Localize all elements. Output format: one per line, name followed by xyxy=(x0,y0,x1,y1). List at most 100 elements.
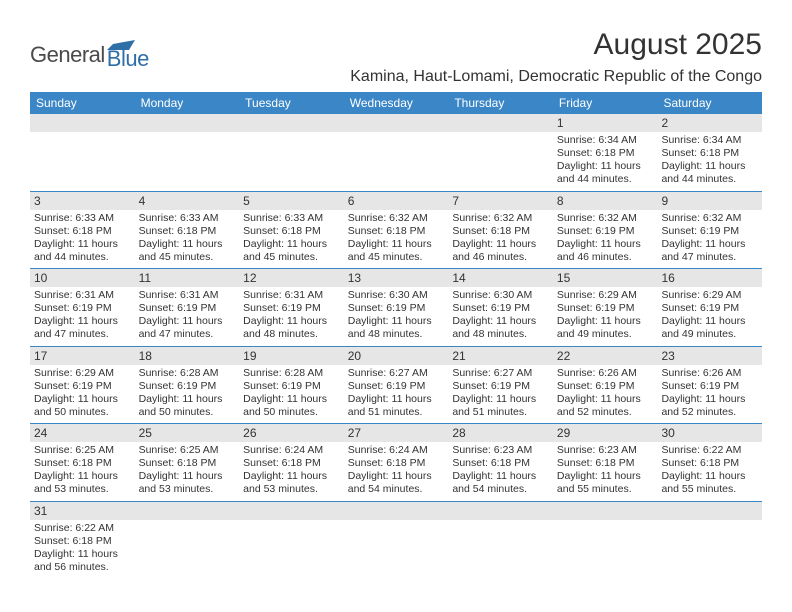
day-number: 17 xyxy=(30,347,135,365)
day-cell: 18Sunrise: 6:28 AMSunset: 6:19 PMDayligh… xyxy=(135,347,240,424)
day-body: Sunrise: 6:33 AMSunset: 6:18 PMDaylight:… xyxy=(30,210,135,269)
daylight-line2: and 52 minutes. xyxy=(661,406,758,419)
daylight-line1: Daylight: 11 hours xyxy=(243,470,340,483)
day-body: Sunrise: 6:28 AMSunset: 6:19 PMDaylight:… xyxy=(239,365,344,424)
sunrise-text: Sunrise: 6:23 AM xyxy=(557,444,654,457)
day-cell: 2Sunrise: 6:34 AMSunset: 6:18 PMDaylight… xyxy=(657,114,762,191)
day-body: Sunrise: 6:34 AMSunset: 6:18 PMDaylight:… xyxy=(553,132,658,191)
day-cell: 23Sunrise: 6:26 AMSunset: 6:19 PMDayligh… xyxy=(657,347,762,424)
sunrise-text: Sunrise: 6:31 AM xyxy=(243,289,340,302)
sunrise-text: Sunrise: 6:33 AM xyxy=(243,212,340,225)
day-cell: 24Sunrise: 6:25 AMSunset: 6:18 PMDayligh… xyxy=(30,424,135,501)
day-cell: 17Sunrise: 6:29 AMSunset: 6:19 PMDayligh… xyxy=(30,347,135,424)
day-cell: 29Sunrise: 6:23 AMSunset: 6:18 PMDayligh… xyxy=(553,424,658,501)
daylight-line1: Daylight: 11 hours xyxy=(139,238,236,251)
daylight-line2: and 44 minutes. xyxy=(661,173,758,186)
sunset-text: Sunset: 6:19 PM xyxy=(452,302,549,315)
day-number: 2 xyxy=(657,114,762,132)
day-number: 16 xyxy=(657,269,762,287)
sunset-text: Sunset: 6:18 PM xyxy=(34,457,131,470)
day-cell: 13Sunrise: 6:30 AMSunset: 6:19 PMDayligh… xyxy=(344,269,449,346)
sunrise-text: Sunrise: 6:33 AM xyxy=(34,212,131,225)
day-body: Sunrise: 6:23 AMSunset: 6:18 PMDaylight:… xyxy=(553,442,658,501)
day-number: 28 xyxy=(448,424,553,442)
day-number: 27 xyxy=(344,424,449,442)
day-cell: 25Sunrise: 6:25 AMSunset: 6:18 PMDayligh… xyxy=(135,424,240,501)
sunrise-text: Sunrise: 6:26 AM xyxy=(557,367,654,380)
daylight-line1: Daylight: 11 hours xyxy=(243,238,340,251)
day-number xyxy=(553,502,658,520)
daylight-line2: and 56 minutes. xyxy=(34,561,131,574)
daylight-line2: and 44 minutes. xyxy=(34,251,131,264)
day-cell: 10Sunrise: 6:31 AMSunset: 6:19 PMDayligh… xyxy=(30,269,135,346)
sunset-text: Sunset: 6:19 PM xyxy=(557,302,654,315)
day-body: Sunrise: 6:29 AMSunset: 6:19 PMDaylight:… xyxy=(553,287,658,346)
day-body: Sunrise: 6:33 AMSunset: 6:18 PMDaylight:… xyxy=(135,210,240,269)
header: General Blue August 2025 Kamina, Haut-Lo… xyxy=(30,28,762,86)
day-body: Sunrise: 6:31 AMSunset: 6:19 PMDaylight:… xyxy=(239,287,344,346)
day-body xyxy=(135,520,240,574)
sunrise-text: Sunrise: 6:27 AM xyxy=(452,367,549,380)
dow-cell: Friday xyxy=(553,92,658,114)
day-number: 1 xyxy=(553,114,658,132)
sunrise-text: Sunrise: 6:32 AM xyxy=(452,212,549,225)
day-body xyxy=(239,520,344,574)
day-cell xyxy=(448,502,553,579)
sunrise-text: Sunrise: 6:29 AM xyxy=(34,367,131,380)
daylight-line2: and 45 minutes. xyxy=(348,251,445,264)
day-body: Sunrise: 6:32 AMSunset: 6:18 PMDaylight:… xyxy=(448,210,553,269)
sunrise-text: Sunrise: 6:25 AM xyxy=(139,444,236,457)
dow-cell: Monday xyxy=(135,92,240,114)
sunrise-text: Sunrise: 6:25 AM xyxy=(34,444,131,457)
day-cell xyxy=(657,502,762,579)
sunrise-text: Sunrise: 6:34 AM xyxy=(661,134,758,147)
day-body: Sunrise: 6:33 AMSunset: 6:18 PMDaylight:… xyxy=(239,210,344,269)
day-number: 31 xyxy=(30,502,135,520)
logo: General Blue xyxy=(30,28,149,72)
week-row: 1Sunrise: 6:34 AMSunset: 6:18 PMDaylight… xyxy=(30,114,762,192)
day-cell xyxy=(344,114,449,191)
day-body: Sunrise: 6:31 AMSunset: 6:19 PMDaylight:… xyxy=(30,287,135,346)
dow-cell: Sunday xyxy=(30,92,135,114)
daylight-line1: Daylight: 11 hours xyxy=(557,315,654,328)
sunrise-text: Sunrise: 6:28 AM xyxy=(243,367,340,380)
week-row: 10Sunrise: 6:31 AMSunset: 6:19 PMDayligh… xyxy=(30,269,762,347)
day-number: 21 xyxy=(448,347,553,365)
day-number: 5 xyxy=(239,192,344,210)
day-body: Sunrise: 6:28 AMSunset: 6:19 PMDaylight:… xyxy=(135,365,240,424)
day-number xyxy=(448,502,553,520)
day-number xyxy=(344,114,449,132)
sunrise-text: Sunrise: 6:29 AM xyxy=(661,289,758,302)
day-number xyxy=(30,114,135,132)
sunset-text: Sunset: 6:19 PM xyxy=(348,380,445,393)
day-number xyxy=(239,114,344,132)
day-number: 8 xyxy=(553,192,658,210)
day-cell: 30Sunrise: 6:22 AMSunset: 6:18 PMDayligh… xyxy=(657,424,762,501)
sunrise-text: Sunrise: 6:27 AM xyxy=(348,367,445,380)
day-cell: 14Sunrise: 6:30 AMSunset: 6:19 PMDayligh… xyxy=(448,269,553,346)
sunset-text: Sunset: 6:18 PM xyxy=(243,457,340,470)
day-body: Sunrise: 6:24 AMSunset: 6:18 PMDaylight:… xyxy=(344,442,449,501)
day-cell: 31Sunrise: 6:22 AMSunset: 6:18 PMDayligh… xyxy=(30,502,135,579)
sunset-text: Sunset: 6:19 PM xyxy=(661,302,758,315)
daylight-line2: and 46 minutes. xyxy=(557,251,654,264)
sunrise-text: Sunrise: 6:24 AM xyxy=(243,444,340,457)
daylight-line1: Daylight: 11 hours xyxy=(557,238,654,251)
day-body xyxy=(30,132,135,186)
day-body: Sunrise: 6:32 AMSunset: 6:19 PMDaylight:… xyxy=(553,210,658,269)
daylight-line1: Daylight: 11 hours xyxy=(557,160,654,173)
day-cell: 20Sunrise: 6:27 AMSunset: 6:19 PMDayligh… xyxy=(344,347,449,424)
day-body: Sunrise: 6:22 AMSunset: 6:18 PMDaylight:… xyxy=(30,520,135,579)
day-body: Sunrise: 6:27 AMSunset: 6:19 PMDaylight:… xyxy=(344,365,449,424)
dow-row: SundayMondayTuesdayWednesdayThursdayFrid… xyxy=(30,92,762,114)
daylight-line2: and 50 minutes. xyxy=(139,406,236,419)
sunrise-text: Sunrise: 6:23 AM xyxy=(452,444,549,457)
day-number: 20 xyxy=(344,347,449,365)
week-row: 3Sunrise: 6:33 AMSunset: 6:18 PMDaylight… xyxy=(30,192,762,270)
day-cell: 15Sunrise: 6:29 AMSunset: 6:19 PMDayligh… xyxy=(553,269,658,346)
day-body: Sunrise: 6:25 AMSunset: 6:18 PMDaylight:… xyxy=(30,442,135,501)
day-body xyxy=(553,520,658,574)
sunrise-text: Sunrise: 6:30 AM xyxy=(452,289,549,302)
daylight-line2: and 48 minutes. xyxy=(452,328,549,341)
daylight-line2: and 53 minutes. xyxy=(243,483,340,496)
